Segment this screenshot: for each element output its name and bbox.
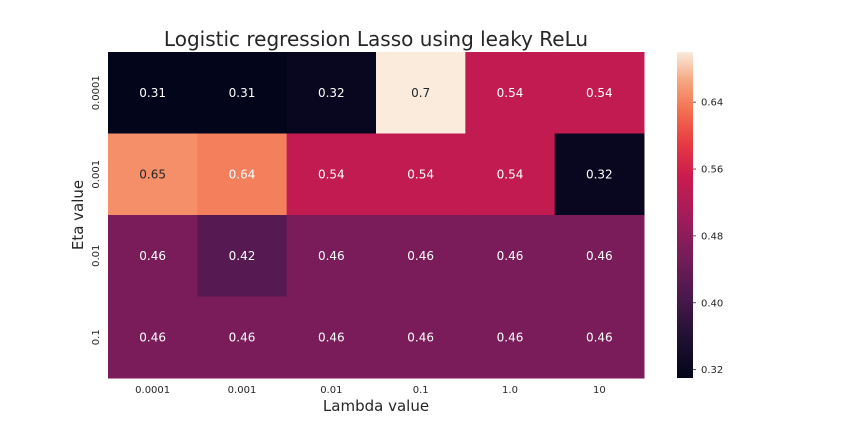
heatmap-cell (554, 52, 645, 134)
heatmap-cell-labels: 0.31 0.31 0.32 0.7 0.54 0.54 0.65 0.64 0.54 0.54 0… (139, 86, 612, 345)
heatmap-cell-label: 0.54 (407, 167, 434, 181)
heatmap-cell-label: 0.46 (407, 330, 434, 344)
heatmap-cell-label: 0.64 (229, 167, 256, 181)
heatmap-cell-label: 0.46 (497, 249, 524, 263)
x-tick-label: 0.01 (320, 385, 342, 396)
heatmap-cell-label: 0.46 (318, 249, 345, 263)
x-tick-label: 10 (593, 385, 606, 396)
colorbar-tick-label: 0.32 (701, 365, 723, 376)
colorbar-tick-label: 0.56 (701, 165, 723, 176)
heatmap-cell (197, 133, 288, 216)
x-tick-label: 0.0001 (135, 385, 170, 396)
heatmap-cell (286, 215, 377, 297)
heatmap-cell-label: 0.46 (407, 249, 434, 263)
chart-title: Logistic regression Lasso using leaky Re… (164, 27, 588, 51)
heatmap-cell (286, 296, 377, 379)
heatmap-cell-label: 0.46 (229, 330, 256, 344)
heatmap-cell (376, 296, 466, 379)
heatmap-cell-label: 0.46 (139, 249, 166, 263)
heatmap-cell-label: 0.46 (586, 330, 613, 344)
heatmap-cell-label: 0.42 (229, 249, 256, 263)
colorbar-ticks: 0.32 0.40 0.48 0.56 0.64 (693, 98, 723, 376)
heatmap-cell-label: 0.46 (497, 330, 524, 344)
colorbar-tick-label: 0.48 (701, 231, 723, 242)
y-tick-label: 0.1 (91, 329, 102, 345)
heatmap-cell (286, 52, 377, 134)
heatmap-cell (554, 133, 645, 216)
heatmap-cell-label: 0.31 (229, 86, 256, 100)
y-tick-label: 0.0001 (91, 75, 102, 110)
heatmap-cell-label: 0.54 (497, 167, 524, 181)
heatmap-cell (376, 52, 466, 134)
heatmap-cell-label: 0.54 (586, 86, 613, 100)
heatmap-cell (108, 296, 198, 379)
heatmap-cell-label: 0.46 (139, 330, 166, 344)
x-tick-label: 0.001 (228, 385, 257, 396)
x-tick-label: 1.0 (502, 385, 518, 396)
heatmap-cell (465, 215, 556, 297)
heatmap-cell-label: 0.65 (139, 167, 166, 181)
heatmap-cell (465, 52, 556, 134)
heatmap-cell-label: 0.54 (497, 86, 524, 100)
y-axis-ticks: 0.0001 0.001 0.01 0.1 (91, 75, 102, 345)
heatmap-cell (554, 296, 645, 379)
heatmap-cell-label: 0.32 (318, 86, 345, 100)
heatmap-cell (197, 52, 288, 134)
y-tick-label: 0.001 (91, 160, 102, 189)
heatmap-cell (108, 52, 198, 134)
heatmap-cell (197, 215, 288, 297)
heatmap-cell (465, 133, 556, 216)
heatmap-cell-label: 0.32 (586, 167, 613, 181)
heatmap-cell (108, 133, 198, 216)
heatmap-cell-label: 0.54 (318, 167, 345, 181)
heatmap-cell (197, 296, 288, 379)
colorbar-tick-label: 0.40 (701, 298, 723, 309)
heatmap-cell-label: 0.31 (139, 86, 166, 100)
heatmap-cell (376, 215, 466, 297)
heatmap-cells (108, 52, 645, 379)
heatmap-cell (286, 133, 377, 216)
y-axis-label: Eta value (69, 180, 87, 250)
y-tick-label: 0.01 (91, 245, 102, 267)
heatmap-cell-label: 0.46 (318, 330, 345, 344)
colorbar-tick-label: 0.64 (701, 98, 723, 109)
heatmap-cell-label: 0.7 (411, 86, 430, 100)
heatmap-cell (465, 296, 556, 379)
colorbar (677, 52, 693, 378)
x-tick-label: 0.1 (413, 385, 429, 396)
x-axis-ticks: 0.0001 0.001 0.01 0.1 1.0 10 (135, 385, 606, 396)
x-axis-label: Lambda value (323, 397, 429, 415)
heatmap-cell (376, 133, 466, 216)
heatmap-cell (108, 215, 198, 297)
heatmap-cell (554, 215, 645, 297)
heatmap-cell-label: 0.46 (586, 249, 613, 263)
